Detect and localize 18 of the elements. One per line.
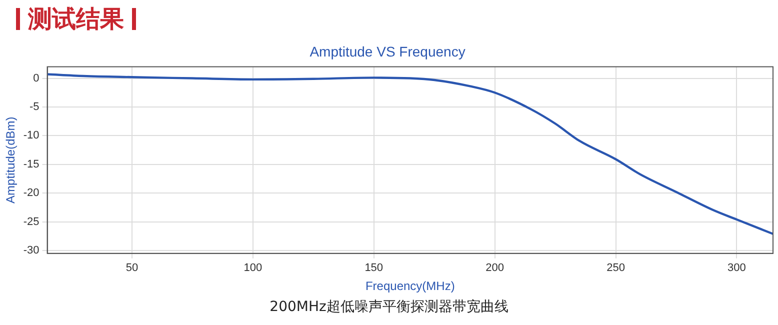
y-tick-label: -20: [23, 187, 40, 200]
x-tick-label: 150: [364, 262, 384, 274]
text: 测试结果: [28, 4, 124, 35]
x-tick-label: 300: [728, 262, 746, 274]
y-tick-label: -5: [30, 101, 40, 114]
x-tick-label: 200: [486, 262, 504, 274]
y-tick-label: -30: [23, 244, 40, 257]
y-tick-label: -25: [23, 216, 40, 228]
y-tick-label: -15: [23, 158, 40, 170]
y-axis-title: Amptitude(dBm): [4, 116, 18, 204]
x-axis-title: Frequency(MHz): [365, 279, 455, 294]
x-tick-label: 50: [126, 262, 138, 274]
chart-title: Amptitude VS Frequency: [310, 43, 466, 60]
x-tick-label: 250: [606, 262, 625, 274]
x-tick-label: 100: [244, 262, 262, 274]
y-tick-label: 0: [33, 72, 40, 84]
text: 200MHz超低噪声平衡探测器带宽曲线: [268, 298, 510, 316]
y-tick-label: -10: [23, 130, 40, 142]
